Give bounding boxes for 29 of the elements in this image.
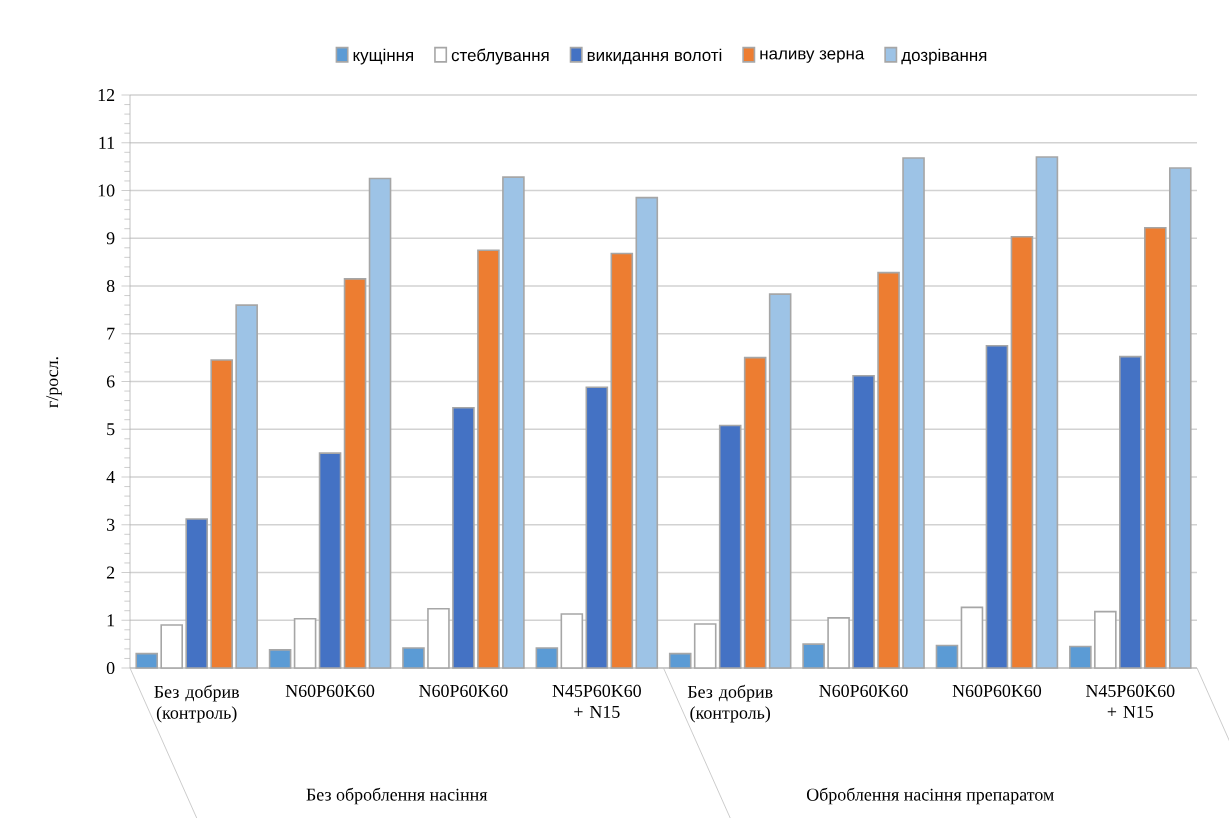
- x-tick-label: N60P60K60: [285, 684, 375, 697]
- text: Оброблення насіння препаратом: [806, 787, 1054, 805]
- y-tick-label: 12: [98, 89, 115, 101]
- x-tick-label: N60P60K60: [419, 684, 508, 697]
- x-tick-label: N60P60K60: [819, 684, 908, 697]
- legend-label: дозрівання: [901, 48, 987, 65]
- legend-label: стеблування: [451, 48, 549, 65]
- y-tick-label: 11: [99, 136, 115, 149]
- y-tick-label: 9: [106, 232, 115, 245]
- x-tick-label: Без добрив (контроль): [687, 684, 773, 723]
- y-tick-label: 6: [106, 375, 115, 388]
- y-tick-label: 8: [106, 279, 115, 293]
- y-tick-label: 10: [98, 184, 115, 197]
- y-tick-label: 2: [106, 566, 115, 579]
- y-tick-label: 3: [107, 518, 115, 531]
- legend-label: наливу зерна: [760, 50, 865, 63]
- y-tick-label: 4: [106, 471, 115, 483]
- y-tick-label: 1: [107, 614, 115, 627]
- y-tick-label: 5: [107, 423, 115, 436]
- y-tick-label: 0: [106, 661, 115, 675]
- x-tick-label: N60P60K60: [952, 684, 1042, 697]
- legend-label: викидання волоті: [587, 48, 722, 65]
- text: Без оброблення насіння: [306, 787, 488, 805]
- y-axis-title: г/росл.: [46, 357, 62, 408]
- y-tick-label: 7: [107, 327, 115, 340]
- x-tick-label: N45P60K60 + N15: [1086, 684, 1175, 718]
- legend-label: кущіння: [353, 48, 413, 65]
- x-tick-label: N45P60K60 + N15: [552, 684, 641, 718]
- x-tick-label: Без добрив (контроль): [154, 684, 239, 723]
